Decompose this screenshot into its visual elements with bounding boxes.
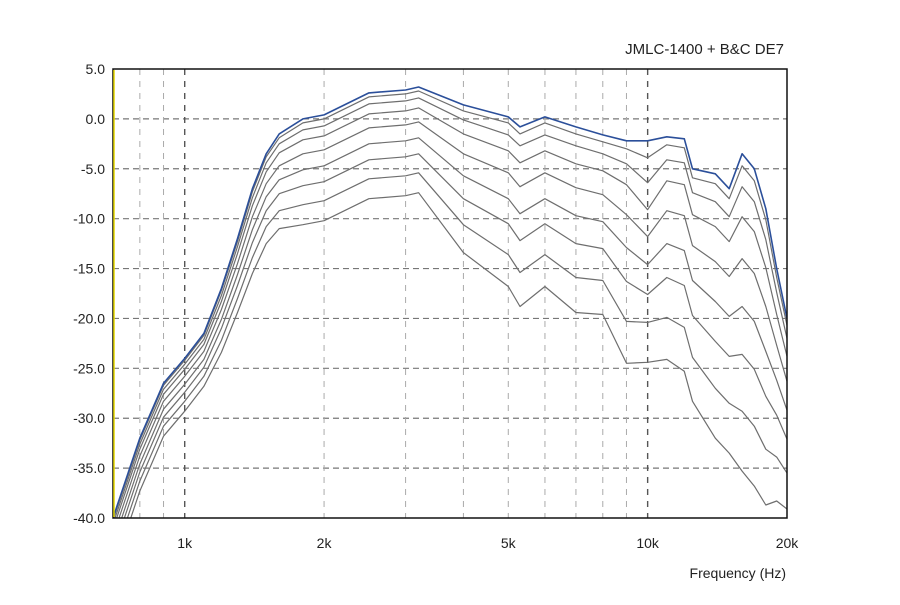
y-tick-label: 5.0 bbox=[86, 61, 106, 77]
y-tick-label: -15.0 bbox=[73, 261, 105, 277]
series-line-off-axis bbox=[126, 172, 787, 518]
grid bbox=[113, 69, 787, 518]
y-tick-label: -30.0 bbox=[73, 410, 105, 426]
y-tick-label: -35.0 bbox=[73, 460, 105, 476]
x-tick-label: 2k bbox=[317, 535, 333, 551]
y-tick-label: -25.0 bbox=[73, 360, 105, 376]
y-tick-label: -40.0 bbox=[73, 510, 105, 526]
y-tick-label: 0.0 bbox=[86, 111, 106, 127]
series-line-on-axis bbox=[113, 86, 787, 518]
x-tick-label: 5k bbox=[501, 535, 517, 551]
x-tick-label: 10k bbox=[636, 535, 660, 551]
y-tick-label: -10.0 bbox=[73, 211, 105, 227]
series-line-off-axis bbox=[114, 97, 787, 518]
chart-title: JMLC-1400 + B&C DE7 bbox=[625, 41, 784, 58]
plot-border bbox=[112, 68, 788, 519]
x-tick-label: 20k bbox=[776, 535, 800, 551]
series-line-off-axis bbox=[130, 192, 787, 518]
series-line-off-axis bbox=[118, 121, 787, 518]
y-tick-label: -20.0 bbox=[73, 310, 105, 326]
y-axis-ticks: 5.0 0.0 -5.0 -10.0 -15.0 -20.0 -25.0 -30.0 -35.0… bbox=[73, 61, 105, 526]
y-tick-label: -5.0 bbox=[81, 161, 105, 177]
x-axis-label: Frequency (Hz) bbox=[690, 565, 786, 581]
x-tick-label: 1k bbox=[177, 535, 193, 551]
series-line-off-axis bbox=[123, 153, 787, 518]
x-axis-ticks: 1k 2k 5k 10k 20k bbox=[177, 535, 799, 551]
series-line-off-axis bbox=[121, 137, 787, 518]
series-line-off-axis bbox=[116, 107, 787, 518]
curves bbox=[113, 86, 787, 518]
